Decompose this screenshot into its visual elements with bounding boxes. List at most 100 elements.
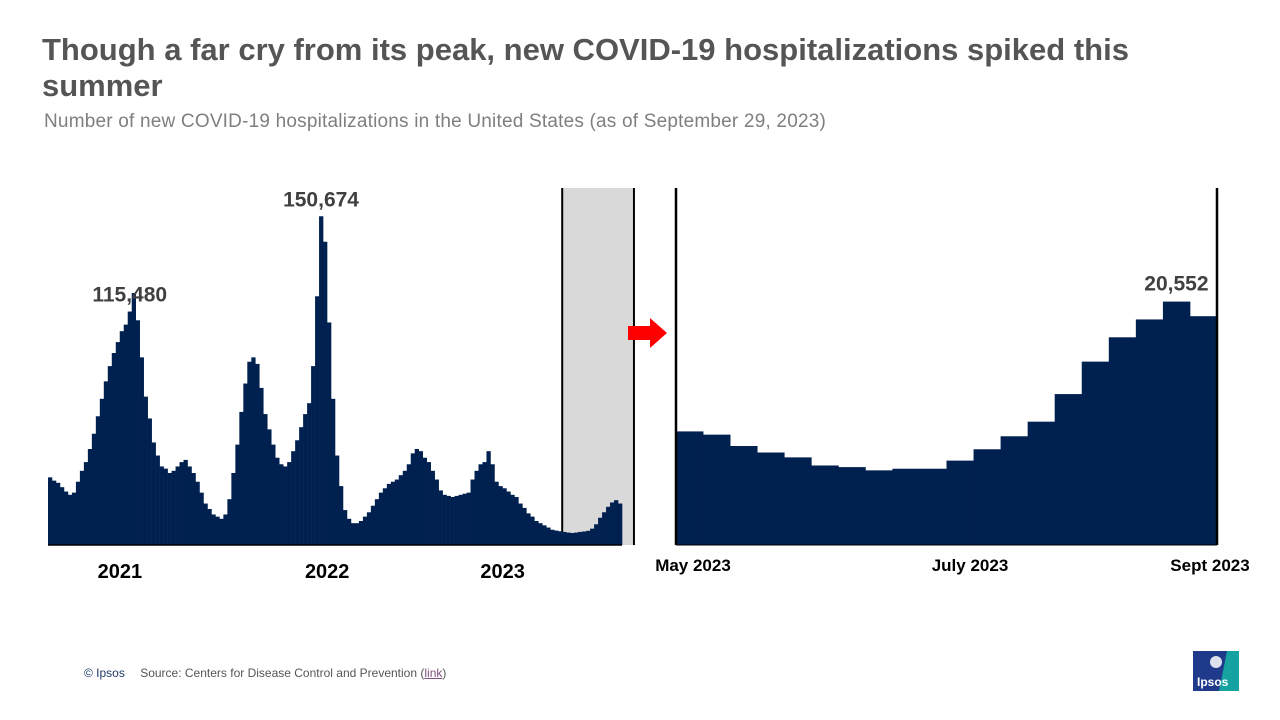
footer: © Ipsos Source: Centers for Disease Cont… [84,666,447,680]
overview-bar [95,416,101,545]
overview-bar [550,529,555,545]
overview-bar [438,490,443,545]
overview-bar [602,512,607,545]
overview-bar [311,366,316,545]
overview-bar [554,530,559,545]
overview-bar [307,403,312,545]
copyright: © Ipsos [84,666,125,680]
zoom-bar [1000,436,1029,545]
overview-bar [111,353,117,545]
zoom-bar [1189,316,1218,545]
overview-bar [223,514,228,545]
overview-bar [335,455,340,545]
overview-bar [139,357,144,545]
overview-bar [59,487,65,545]
zoom-bar [730,446,758,545]
overview-bar [462,493,467,545]
overview-bar [614,500,619,545]
overview-bar [542,525,547,545]
zoom-bar [919,468,947,545]
overview-bar [115,342,121,545]
overview-bar [486,451,491,545]
overview-bar [243,383,248,545]
overview-chart: 115,480 150,674 2021 2022 2023 [48,188,635,583]
zoom-bar [784,457,812,545]
overview-bar [267,429,272,545]
peak-label: 115,480 [92,284,167,307]
overview-bar [366,512,372,545]
overview-bar [207,509,212,545]
overview-bar [410,453,416,545]
year-label: 2023 [480,561,525,583]
overview-bar [358,521,364,545]
overview-bar [131,293,136,545]
zoom-bar [1162,301,1191,545]
overview-bar [362,516,368,545]
overview-bar [199,492,204,545]
overview-bar [315,296,320,545]
overview-bar [303,414,308,545]
overview-bar [171,470,176,545]
overview-bar [418,451,423,545]
zoom-bar [865,470,893,545]
overview-bar [163,468,168,545]
overview-bar [442,494,447,545]
zoom-bar [1054,394,1083,545]
zoom-bar [1135,319,1164,545]
overview-bar [374,499,380,545]
overview-bar [446,495,451,545]
overview-bar [478,464,483,545]
overview-bar [123,324,129,545]
zoom-bar [1081,361,1110,545]
overview-bar [506,491,511,545]
overview-bar [414,449,420,545]
overview-bar [319,216,324,546]
overview-bar [167,473,172,545]
zoom-bar [811,465,839,545]
overview-bar [271,444,276,545]
overview-bar [386,483,392,545]
overview-bar [502,488,507,545]
overview-bar [454,495,459,545]
overview-bar [458,494,463,545]
month-label: May 2023 [655,556,731,575]
overview-bar [191,473,196,545]
overview-bar [426,462,431,545]
overview-bar [119,331,125,545]
source-link[interactable]: link [424,666,443,680]
overview-bar [562,531,567,545]
overview-bar [534,521,539,545]
overview-bar [331,398,336,545]
overview-bar [283,466,288,545]
zoom-bar [676,431,704,545]
overview-bar [203,503,208,545]
overview-bar [103,381,109,545]
overview-bar [235,444,240,545]
overview-bar [275,457,280,545]
overview-bar [187,466,192,545]
arrow-icon [628,318,667,348]
overview-bar [494,481,499,545]
overview-bar [215,516,220,545]
overview-bar [570,533,575,545]
overview-bar [546,527,551,545]
overview-bar [346,518,352,545]
overview-bar [159,466,164,545]
ipsos-logo: Ipsos [1193,651,1239,691]
year-label: 2022 [305,561,350,583]
overview-bar [390,481,396,545]
overview-bar [175,466,180,545]
overview-bar [231,473,236,545]
overview-bar [79,470,85,545]
overview-bar [558,531,563,545]
overview-bar [135,320,140,545]
overview-bar [71,492,77,545]
overview-bar [251,357,256,545]
overview-bar [143,396,148,545]
overview-bar [99,398,105,545]
overview-bar [498,486,503,545]
overview-bar [406,464,412,545]
overview-bar [422,457,427,545]
overview-bar [323,241,328,545]
overview-bar [151,442,156,545]
